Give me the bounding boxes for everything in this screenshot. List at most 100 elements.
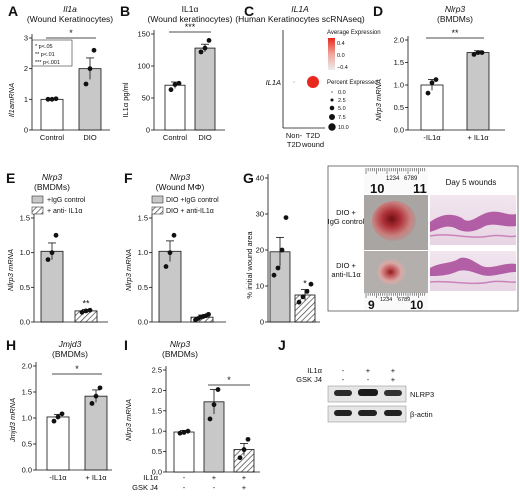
ruler-number: 6789 xyxy=(398,297,410,303)
ruler-number: 10 xyxy=(370,181,384,196)
y-tick-label: 2.5 xyxy=(152,366,162,375)
y-tick-label: 1.5 xyxy=(20,214,30,223)
y-tick-label: IL1A xyxy=(266,78,281,87)
y-tick-label: 0.0 xyxy=(394,126,404,135)
panel-subtitle: (BMDMs) xyxy=(52,349,88,359)
size-key xyxy=(330,98,334,102)
row-label: IL1α xyxy=(143,473,158,482)
lane-marker: + xyxy=(242,473,247,482)
panel-subtitle: (Wound MΦ) xyxy=(156,182,205,192)
y-tick-label: 0.5 xyxy=(394,103,404,112)
lane-marker: - xyxy=(342,366,345,375)
data-point xyxy=(53,96,59,102)
legend-item: * p<.05 xyxy=(35,44,53,50)
legend-swatch xyxy=(31,195,44,204)
lane-marker: + xyxy=(212,473,217,482)
x-tick-label: wound xyxy=(301,140,324,149)
panel-subtitle: (Wound Keratinocytes) xyxy=(27,14,113,24)
y-tick-label: 1.0 xyxy=(394,81,404,90)
bar xyxy=(164,84,186,131)
size-tick: 7.5 xyxy=(338,115,346,121)
data-point xyxy=(55,414,61,420)
size-key xyxy=(329,105,335,111)
blot-band xyxy=(384,410,402,416)
data-point xyxy=(296,299,302,305)
bar xyxy=(466,52,490,131)
data-point xyxy=(49,96,55,102)
bar xyxy=(173,431,195,473)
panel-letter: D xyxy=(373,3,383,19)
y-tick-label: 100 xyxy=(137,62,150,71)
y-axis-label: % initial wound area xyxy=(245,231,254,299)
panel-b: B IL1α (Wound keratinocytes) IL1α pg/ml … xyxy=(120,3,233,142)
data-point xyxy=(271,272,277,278)
row-label: IL1α xyxy=(307,366,322,375)
y-tick-label: 1 xyxy=(24,95,28,104)
blot-band xyxy=(358,389,378,396)
legend-item: +IgG control xyxy=(47,197,86,204)
data-point xyxy=(83,308,89,314)
bar xyxy=(420,84,444,131)
ruler-number: 1234 xyxy=(386,176,400,182)
row-label: DIO + xyxy=(336,208,356,217)
blot-band xyxy=(334,410,352,416)
significance-marker: * xyxy=(227,375,231,385)
significance-marker: * xyxy=(303,279,307,289)
y-tick-label: 3 xyxy=(24,34,28,43)
y-tick-label: 1.0 xyxy=(22,414,32,423)
y-tick-label: 1.0 xyxy=(152,427,162,436)
y-tick-label: 1.5 xyxy=(138,214,148,223)
data-point xyxy=(215,387,221,392)
legend-item: DIO +IgG control xyxy=(166,197,219,204)
data-point xyxy=(202,45,208,51)
significance-marker: ** xyxy=(451,28,459,38)
panel-title: Nlrp3 xyxy=(42,172,63,182)
lane-marker: + xyxy=(391,366,396,375)
data-point xyxy=(168,87,174,93)
data-point xyxy=(181,430,187,435)
y-tick-label: 0.5 xyxy=(152,447,162,456)
significance-marker: * xyxy=(69,28,73,38)
bar-chart-g: 0 10 20 30 40 * xyxy=(256,174,320,327)
dot-t2d-wound xyxy=(307,76,319,88)
legend-item: + anti- IL1α xyxy=(47,208,82,215)
data-point xyxy=(245,436,251,442)
panel-subtitle: (Wound keratinocytes) xyxy=(148,14,233,24)
size-key xyxy=(328,123,336,131)
panel-subtitle: (BMDMs) xyxy=(162,349,198,359)
band-label: NLRP3 xyxy=(410,390,434,399)
data-point xyxy=(479,50,485,55)
lane-marker: + xyxy=(242,483,247,492)
x-tick-label: DIO xyxy=(83,133,97,142)
panel-f: F Nlrp3 (Wound MΦ) Nlrp3 mRNA DIO +IgG c… xyxy=(124,170,226,327)
data-point xyxy=(475,50,481,55)
x-tick-label: T2D xyxy=(306,131,321,140)
legend-box xyxy=(31,39,73,67)
ruler-number: 11 xyxy=(413,181,427,196)
colorbar-tick: 0.4 xyxy=(337,41,345,47)
blot-band xyxy=(358,410,377,416)
y-tick-label: 40 xyxy=(256,174,264,183)
ruler-number: 9 xyxy=(368,298,375,312)
histology-epidermis xyxy=(430,257,516,276)
size-tick: 5.0 xyxy=(338,106,346,112)
y-tick-label: 10 xyxy=(256,282,264,291)
row-label: DIO + xyxy=(336,261,356,270)
size-tick: 10.0 xyxy=(338,125,349,131)
x-tick-label: T2D xyxy=(287,140,302,149)
data-point xyxy=(207,416,213,422)
panel-title: Il1a xyxy=(63,4,77,14)
data-point xyxy=(91,47,97,53)
x-tick-label: -IL1α xyxy=(49,473,67,482)
data-point xyxy=(49,250,55,256)
blot-band xyxy=(334,390,352,396)
bar xyxy=(46,416,70,471)
legend-item: ** p<.01 xyxy=(35,52,55,58)
y-tick-label: 2 xyxy=(24,64,28,73)
y-axis-label: Nlrp3 mRNA xyxy=(6,249,15,291)
blot-band xyxy=(384,390,402,396)
legend-item: *** p<.001 xyxy=(35,60,60,66)
panel-letter: E xyxy=(6,170,15,186)
data-point xyxy=(163,264,169,269)
data-point xyxy=(304,289,310,294)
